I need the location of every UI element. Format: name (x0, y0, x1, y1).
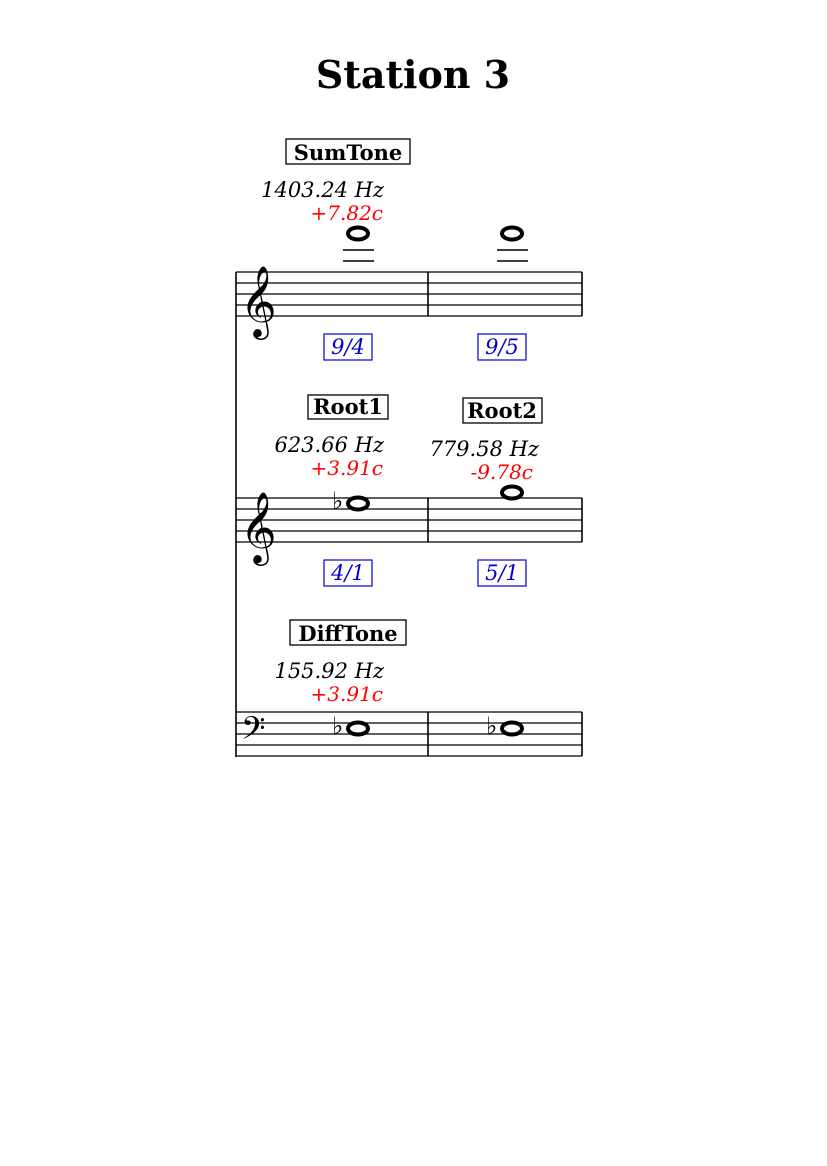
difftone-label-box (289, 619, 407, 646)
note-f6 (343, 225, 374, 262)
staff-roots: 𝄞 Root1 Root2 623.66 Hz +3.91c 779.58 Hz… (236, 394, 583, 587)
note-eb3: ♭ (486, 712, 524, 740)
ratio-box (477, 559, 527, 587)
note-g5 (500, 484, 524, 501)
difftone-label: DiffTone (298, 621, 397, 646)
ratio-label: 9/4 (331, 335, 365, 359)
sumtone-frequency: 1403.24 Hz (261, 178, 385, 202)
root1-label: Root1 (313, 394, 383, 419)
whole-note-head (346, 225, 370, 242)
page-title: Station 3 (316, 52, 510, 97)
difftone-frequency: 155.92 Hz (274, 659, 384, 683)
note-eb5: ♭ (332, 487, 370, 515)
ratio-label: 5/1 (485, 561, 519, 585)
flat-icon: ♭ (486, 712, 497, 740)
flat-icon: ♭ (332, 487, 343, 515)
note-f6 (497, 225, 528, 262)
sumtone-cents: +7.82c (311, 201, 384, 225)
whole-note-head (500, 484, 524, 501)
note-eb3: ♭ (332, 712, 370, 740)
bass-clef-icon: 𝄢 (241, 710, 265, 754)
root1-label-box (307, 394, 389, 420)
flat-icon: ♭ (332, 712, 343, 740)
whole-note-head (346, 720, 370, 737)
treble-clef-icon: 𝄞 (240, 264, 277, 340)
ratio-label: 4/1 (330, 561, 365, 585)
treble-clef-icon: 𝄞 (240, 490, 277, 566)
staff-difftone: 𝄢 DiffTone 155.92 Hz +3.91c ♭ ♭ (236, 619, 583, 757)
ratio-box (323, 559, 373, 587)
ratio-label: 9/5 (485, 335, 519, 359)
ratio-box (477, 333, 527, 361)
sumtone-label-box (285, 138, 411, 165)
root2-label: Root2 (467, 398, 537, 423)
ratio-box (323, 333, 373, 361)
whole-note-head (500, 225, 524, 242)
root1-cents: +3.91c (311, 456, 384, 480)
whole-note-head (346, 495, 370, 512)
root2-frequency: 779.58 Hz (429, 437, 539, 461)
whole-note-head (500, 720, 524, 737)
root2-label-box (462, 397, 543, 424)
sumtone-label: SumTone (294, 140, 403, 165)
difftone-cents: +3.91c (311, 682, 384, 706)
staff-sumtone: 𝄞 SumTone 1403.24 Hz +7.82c 9/4 9/5 (236, 138, 583, 361)
root1-frequency: 623.66 Hz (274, 433, 384, 457)
root2-cents: -9.78c (471, 460, 534, 484)
